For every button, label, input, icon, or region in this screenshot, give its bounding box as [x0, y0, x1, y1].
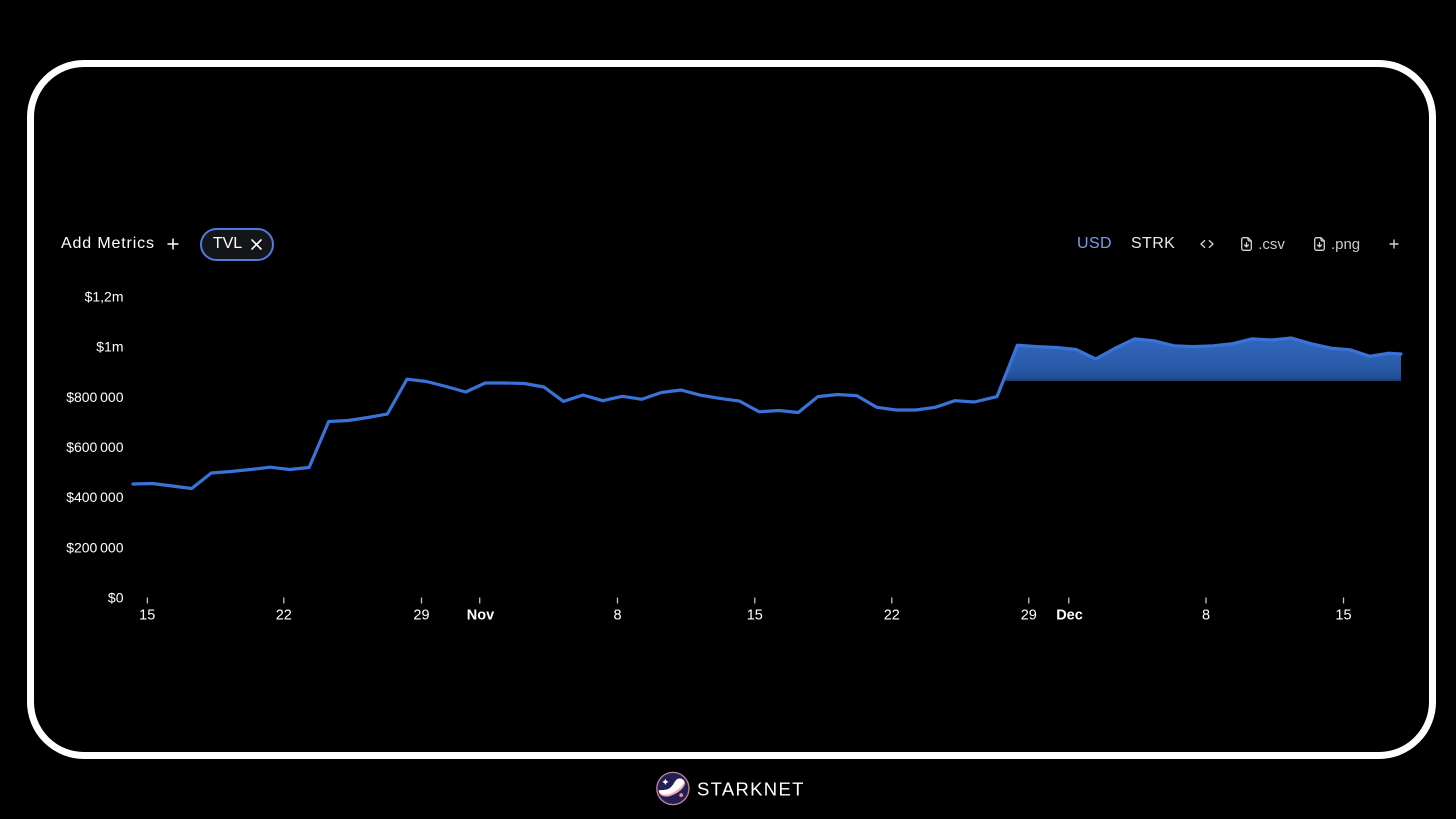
svg-text:15: 15	[139, 607, 155, 623]
svg-text:$1m: $1m	[96, 339, 123, 355]
svg-text:$600 000: $600 000	[66, 439, 124, 455]
svg-text:$200 000: $200 000	[66, 539, 124, 555]
svg-text:22: 22	[884, 607, 900, 623]
svg-text:Dec: Dec	[1056, 607, 1083, 623]
svg-text:$0: $0	[108, 590, 124, 606]
svg-text:15: 15	[1335, 607, 1351, 623]
svg-text:8: 8	[1202, 607, 1210, 623]
svg-text:$800 000: $800 000	[66, 389, 124, 405]
svg-text:8: 8	[613, 607, 621, 623]
svg-text:22: 22	[276, 607, 292, 623]
svg-text:$1,2m: $1,2m	[85, 288, 124, 304]
svg-text:STARKNET: STARKNET	[697, 778, 805, 799]
svg-text:Nov: Nov	[467, 607, 494, 623]
svg-text:15: 15	[747, 607, 763, 623]
svg-text:$400 000: $400 000	[66, 489, 124, 505]
svg-text:29: 29	[413, 607, 429, 623]
svg-text:29: 29	[1021, 607, 1037, 623]
